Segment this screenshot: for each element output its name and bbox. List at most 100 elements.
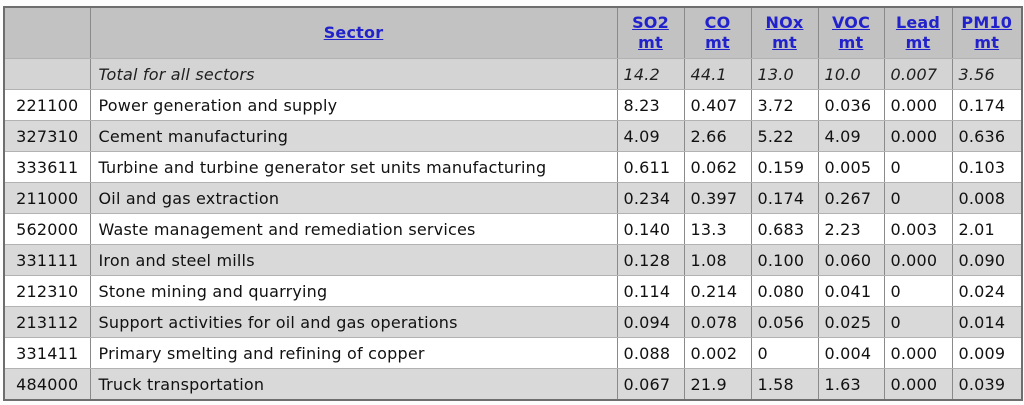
- emission-value-cell: 5.22: [750, 120, 819, 152]
- sector-name-cell: Oil and gas extraction: [89, 182, 618, 214]
- emission-value-cell: 0.174: [951, 89, 1023, 121]
- emission-value-cell: 0.000: [883, 120, 953, 152]
- emission-value-cell: 2.23: [817, 213, 885, 245]
- naics-code-cell: 212310: [3, 275, 91, 307]
- sector-name-cell: Cement manufacturing: [89, 120, 618, 152]
- total-value-cell: 14.2: [616, 58, 685, 90]
- emission-value-cell: 0.004: [817, 337, 885, 369]
- voc-sort-link[interactable]: VOC mt: [831, 13, 871, 52]
- sector-name-cell: Power generation and supply: [89, 89, 618, 121]
- total-row-label: Total for all sectors: [89, 58, 618, 90]
- table-row: 333611 Turbine and turbine generator set …: [3, 151, 1023, 183]
- table-row: 331411 Primary smelting and refining of c…: [3, 337, 1023, 369]
- naics-code-cell: 327310: [3, 120, 91, 152]
- emission-value-cell: 1.58: [750, 368, 819, 401]
- sector-name-cell: Support activities for oil and gas opera…: [89, 306, 618, 338]
- total-row: Total for all sectors 14.2 44.1 13.0 10.0 0.…: [3, 58, 1023, 90]
- emission-value-cell: 13.3: [683, 213, 752, 245]
- emission-value-cell: 0.174: [750, 182, 819, 214]
- emission-value-cell: 1.63: [817, 368, 885, 401]
- header-pm10-cell: PM10 mt: [951, 6, 1023, 59]
- emission-value-cell: 0.062: [683, 151, 752, 183]
- emission-value-cell: 0.103: [951, 151, 1023, 183]
- table-row: 213112 Support activities for oil and gas…: [3, 306, 1023, 338]
- total-value-cell: 10.0: [817, 58, 885, 90]
- emission-value-cell: 0.683: [750, 213, 819, 245]
- total-value-cell: 0.007: [883, 58, 953, 90]
- naics-code-cell: 331111: [3, 244, 91, 276]
- emission-value-cell: 4.09: [616, 120, 685, 152]
- sector-name-cell: Turbine and turbine generator set units …: [89, 151, 618, 183]
- emission-value-cell: 0: [883, 275, 953, 307]
- total-code-cell: [3, 58, 91, 90]
- emission-value-cell: 0.041: [817, 275, 885, 307]
- naics-code-cell: 333611: [3, 151, 91, 183]
- nox-sort-link[interactable]: NOx mt: [765, 13, 804, 52]
- emission-value-cell: 1.08: [683, 244, 752, 276]
- emission-value-cell: 2.66: [683, 120, 752, 152]
- so2-sort-link[interactable]: SO2 mt: [632, 13, 669, 52]
- emission-value-cell: 0.009: [951, 337, 1023, 369]
- emission-value-cell: 0.080: [750, 275, 819, 307]
- emission-value-cell: 0.025: [817, 306, 885, 338]
- sector-name-cell: Primary smelting and refining of copper: [89, 337, 618, 369]
- sector-name-cell: Stone mining and quarrying: [89, 275, 618, 307]
- header-so2-cell: SO2 mt: [616, 6, 685, 59]
- emission-value-cell: 0.128: [616, 244, 685, 276]
- emission-value-cell: 0.214: [683, 275, 752, 307]
- lead-sort-link[interactable]: Lead mt: [895, 13, 941, 52]
- naics-code-cell: 484000: [3, 368, 91, 401]
- emission-value-cell: 0.005: [817, 151, 885, 183]
- emission-value-cell: 21.9: [683, 368, 752, 401]
- header-code-cell: [3, 6, 91, 59]
- emission-value-cell: 0.003: [883, 213, 953, 245]
- emission-value-cell: 0.036: [817, 89, 885, 121]
- co-sort-link[interactable]: CO mt: [704, 13, 731, 52]
- emission-value-cell: 0.000: [883, 337, 953, 369]
- naics-code-cell: 562000: [3, 213, 91, 245]
- emission-value-cell: 0.159: [750, 151, 819, 183]
- table-row: 331111 Iron and steel mills 0.128 1.08 0.100…: [3, 244, 1023, 276]
- header-co-cell: CO mt: [683, 6, 752, 59]
- emission-value-cell: 0.056: [750, 306, 819, 338]
- emission-value-cell: 0.636: [951, 120, 1023, 152]
- header-sector-cell: Sector: [89, 6, 618, 59]
- emission-value-cell: 4.09: [817, 120, 885, 152]
- emission-value-cell: 0.067: [616, 368, 685, 401]
- emission-value-cell: 0.094: [616, 306, 685, 338]
- naics-code-cell: 213112: [3, 306, 91, 338]
- total-value-cell: 13.0: [750, 58, 819, 90]
- emission-value-cell: 2.01: [951, 213, 1023, 245]
- emission-value-cell: 0.000: [883, 368, 953, 401]
- total-value-cell: 3.56: [951, 58, 1023, 90]
- pm10-sort-link[interactable]: PM10 mt: [961, 13, 1013, 52]
- emission-value-cell: 0.407: [683, 89, 752, 121]
- emission-value-cell: 0: [883, 306, 953, 338]
- emission-value-cell: 0.100: [750, 244, 819, 276]
- table-row: 327310 Cement manufacturing 4.09 2.66 5.22 4.…: [3, 120, 1023, 152]
- emission-value-cell: 0: [883, 151, 953, 183]
- emission-value-cell: 0.014: [951, 306, 1023, 338]
- emission-value-cell: 0.078: [683, 306, 752, 338]
- naics-code-cell: 221100: [3, 89, 91, 121]
- emission-value-cell: 0.611: [616, 151, 685, 183]
- header-voc-cell: VOC mt: [817, 6, 885, 59]
- total-value-cell: 44.1: [683, 58, 752, 90]
- emission-value-cell: 0.039: [951, 368, 1023, 401]
- emission-value-cell: 0.002: [683, 337, 752, 369]
- table-row: 212310 Stone mining and quarrying 0.114 0.2…: [3, 275, 1023, 307]
- naics-code-cell: 211000: [3, 182, 91, 214]
- sector-sort-link[interactable]: Sector: [323, 23, 384, 42]
- table-row: 562000 Waste management and remediation s…: [3, 213, 1023, 245]
- emission-value-cell: 0.397: [683, 182, 752, 214]
- emission-value-cell: 0.060: [817, 244, 885, 276]
- emission-value-cell: 0.000: [883, 89, 953, 121]
- emission-value-cell: 0.000: [883, 244, 953, 276]
- emission-value-cell: 0.114: [616, 275, 685, 307]
- table-row: 221100 Power generation and supply 8.23 0.4…: [3, 89, 1023, 121]
- emission-value-cell: 0.090: [951, 244, 1023, 276]
- emission-value-cell: 0.008: [951, 182, 1023, 214]
- emission-value-cell: 0.267: [817, 182, 885, 214]
- sector-name-cell: Truck transportation: [89, 368, 618, 401]
